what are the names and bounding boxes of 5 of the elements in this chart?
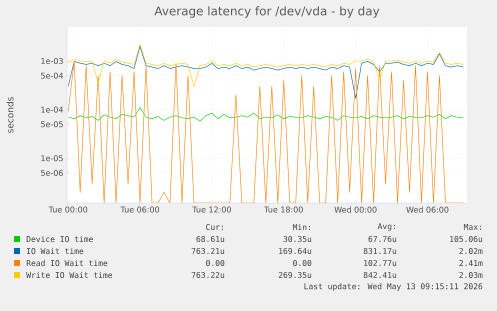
y-axis-title: seconds [6,97,14,133]
line-series [68,44,464,87]
chart-title: Average latency for /dev/vda - by day [154,6,380,18]
line-series [68,46,464,99]
line-series [68,107,464,122]
